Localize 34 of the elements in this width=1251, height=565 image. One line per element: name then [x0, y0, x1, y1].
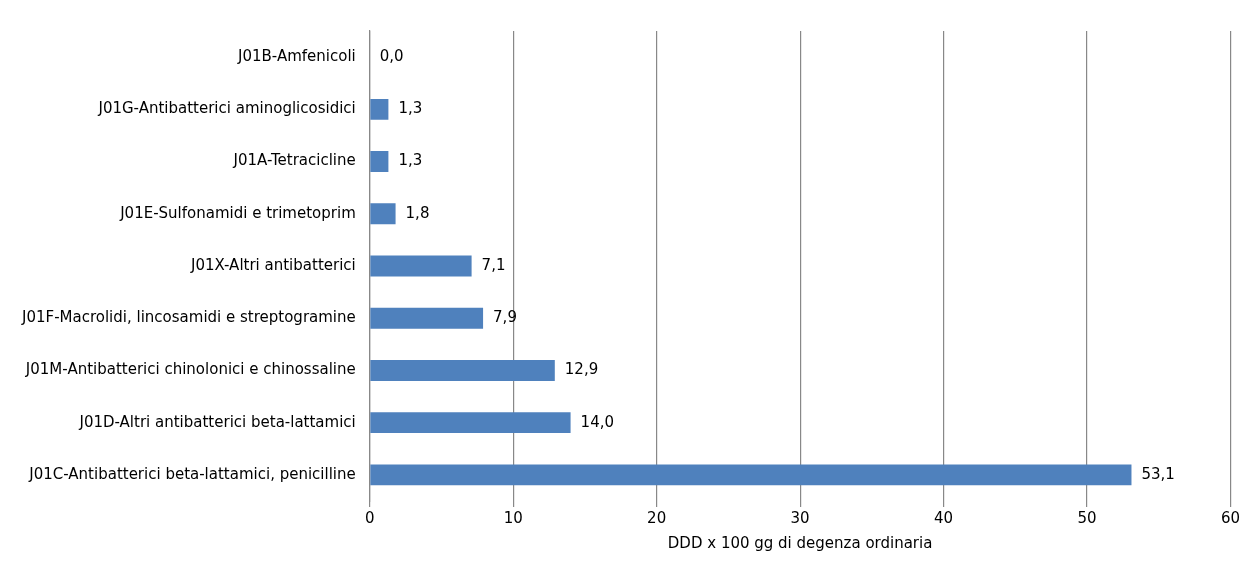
- data-label: 14,0: [580, 412, 614, 431]
- data-label: 12,9: [564, 360, 599, 379]
- bar: [370, 412, 571, 434]
- y-tick-label: J01C-Antibatterici beta-lattamici, penicilline: [28, 464, 356, 483]
- bar: [370, 307, 484, 329]
- bar: [370, 360, 555, 381]
- x-tick-label: 50: [1077, 508, 1097, 527]
- data-label: 7,9: [493, 308, 517, 327]
- data-label: 1,8: [405, 203, 430, 222]
- y-tick-label: J01F-Macrolidi, lincosamidi e streptogramine: [21, 308, 356, 327]
- y-tick-label: J01D-Altri antibatterici beta-lattamici: [78, 412, 356, 431]
- x-tick-label: 20: [647, 508, 667, 527]
- x-tick-label: 0: [364, 508, 375, 527]
- bar: [370, 464, 1132, 486]
- data-label: 0,0: [379, 47, 404, 65]
- x-tick-label: 60: [1220, 508, 1240, 527]
- data-label: 1,3: [398, 99, 423, 118]
- data-label: 53,1: [1141, 464, 1175, 483]
- x-axis-title: DDD x 100 gg di degenza ordinaria: [667, 533, 933, 552]
- bar: [370, 98, 389, 120]
- data-label: 7,1: [481, 255, 506, 274]
- y-tick-label: J01M-Antibatterici chinolonici e chinossaline: [24, 360, 356, 379]
- bar: [370, 203, 396, 225]
- bar: [370, 255, 472, 277]
- y-tick-label: J01B-Amfenicoli: [237, 47, 356, 65]
- x-tick-label: 10: [503, 508, 523, 527]
- y-tick-label: J01G-Antibatterici aminoglicosidici: [97, 99, 356, 118]
- bar: [370, 151, 389, 172]
- y-tick-label: J01A-Tetracicline: [232, 151, 356, 170]
- x-tick-label: 30: [790, 508, 810, 527]
- x-tick-label: 40: [934, 508, 954, 527]
- y-tick-label: J01X-Altri antibatterici: [190, 255, 356, 274]
- y-tick-label: J01E-Sulfonamidi e trimetoprim: [119, 203, 356, 222]
- data-label: 1,3: [398, 151, 423, 170]
